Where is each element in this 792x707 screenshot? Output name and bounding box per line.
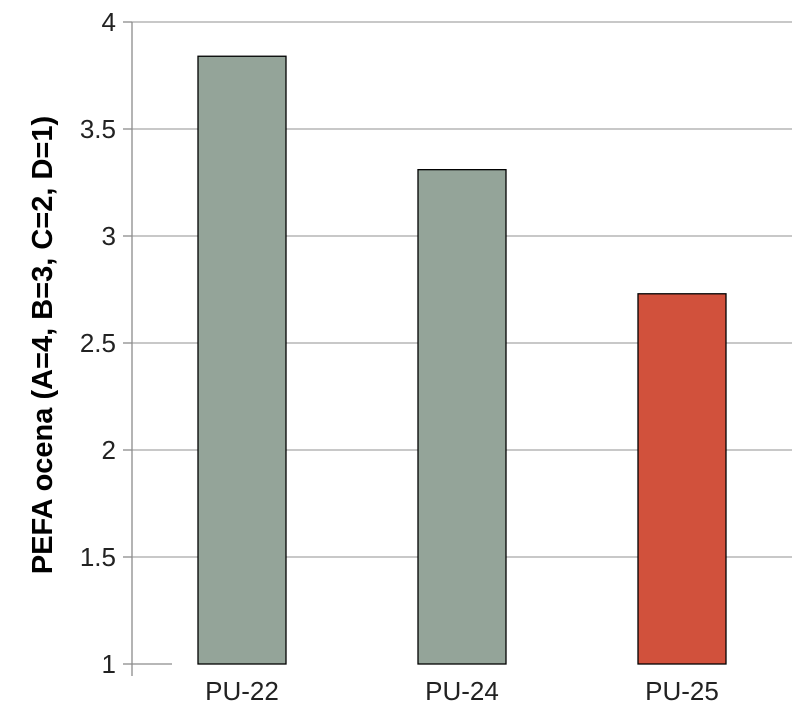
y-tick-label: 1.5 — [80, 542, 116, 572]
y-tick-label: 3.5 — [80, 114, 116, 144]
bar-pu-24 — [417, 169, 507, 665]
y-tick-label: 2.5 — [80, 328, 116, 358]
y-tick-label: 2 — [102, 435, 116, 465]
y-tick-label: 3 — [102, 221, 116, 251]
x-tick-labels: PU-22 PU-24 PU-25 — [205, 676, 719, 706]
bars — [197, 55, 727, 665]
bar-pu-22 — [197, 55, 287, 665]
x-tick-label: PU-24 — [425, 676, 499, 706]
y-tick-label: 1 — [102, 649, 116, 679]
y-axis-title: PEFA ocena (A=4, B=3, C=2, D=1) — [27, 116, 59, 574]
bar-pu-25 — [637, 293, 727, 665]
x-tick-label: PU-25 — [645, 676, 719, 706]
x-tick-label: PU-22 — [205, 676, 279, 706]
axes — [123, 21, 172, 676]
y-tick-label: 4 — [102, 7, 116, 37]
y-tick-labels: 1 1.5 2 2.5 3 3.5 4 — [80, 7, 116, 679]
